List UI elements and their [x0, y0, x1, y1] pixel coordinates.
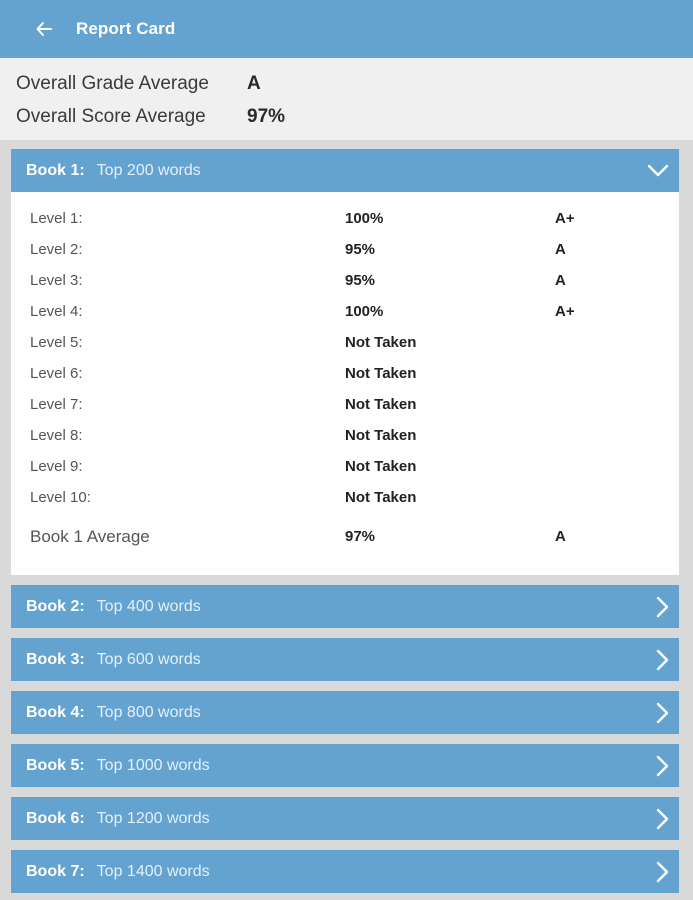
overall-score-label: Overall Score Average	[16, 106, 206, 127]
book-name: Book 1:	[26, 161, 85, 179]
level-grade: A+	[555, 210, 575, 227]
chevron-right-icon	[655, 744, 669, 787]
level-label: Level 2:	[30, 241, 83, 258]
app-bar: Report Card	[0, 0, 693, 58]
level-score: 100%	[345, 210, 384, 227]
book-subtitle: Top 200 words	[96, 161, 201, 179]
book-average-grade: A	[555, 528, 566, 545]
book-name: Book 5:	[26, 756, 85, 774]
level-row: Level 7: Not Taken	[11, 389, 679, 420]
book-5-panel: Book 5: Top 1000 words	[11, 744, 679, 787]
book-1-levels: Level 1: 100% A+ Level 2: 95% A Level 3:…	[11, 192, 679, 575]
book-1-panel: Book 1: Top 200 words Level 1: 100% A+ L…	[11, 149, 679, 575]
book-name: Book 2:	[26, 597, 85, 615]
book-subtitle: Top 600 words	[96, 650, 201, 668]
book-2-header[interactable]: Book 2: Top 400 words	[11, 585, 679, 628]
book-2-panel: Book 2: Top 400 words	[11, 585, 679, 628]
level-row: Level 6: Not Taken	[11, 358, 679, 389]
level-score: Not Taken	[345, 458, 417, 475]
book-subtitle: Top 1000 words	[96, 756, 210, 774]
level-row: Level 9: Not Taken	[11, 451, 679, 482]
book-5-header[interactable]: Book 5: Top 1000 words	[11, 744, 679, 787]
book-7-panel: Book 7: Top 1400 words	[11, 850, 679, 893]
level-row: Level 2: 95% A	[11, 234, 679, 265]
level-label: Level 3:	[30, 272, 83, 289]
level-label: Level 5:	[30, 334, 83, 351]
level-score: Not Taken	[345, 489, 417, 506]
chevron-right-icon	[655, 585, 669, 628]
overall-score-value: 97%	[247, 106, 286, 127]
level-grade: A	[555, 272, 566, 289]
level-grade: A	[555, 241, 566, 258]
arrow-left-icon	[36, 22, 52, 36]
book-subtitle: Top 1200 words	[96, 809, 210, 827]
book-3-header[interactable]: Book 3: Top 600 words	[11, 638, 679, 681]
level-row: Level 5: Not Taken	[11, 327, 679, 358]
level-score: Not Taken	[345, 396, 417, 413]
level-label: Level 9:	[30, 458, 83, 475]
level-score: Not Taken	[345, 334, 417, 351]
level-label: Level 6:	[30, 365, 83, 382]
book-name: Book 3:	[26, 650, 85, 668]
level-row: Level 3: 95% A	[11, 265, 679, 296]
level-row: Level 1: 100% A+	[11, 203, 679, 234]
chevron-down-icon	[647, 149, 669, 192]
level-label: Level 4:	[30, 303, 83, 320]
level-score: 95%	[345, 241, 376, 258]
book-name: Book 7:	[26, 862, 85, 880]
book-name: Book 6:	[26, 809, 85, 827]
overall-summary: Overall Grade Average A Overall Score Av…	[0, 58, 693, 140]
book-name: Book 4:	[26, 703, 85, 721]
level-label: Level 8:	[30, 427, 83, 444]
book-subtitle: Top 1400 words	[96, 862, 210, 880]
level-row: Level 10: Not Taken	[11, 482, 679, 513]
book-6-panel: Book 6: Top 1200 words	[11, 797, 679, 840]
level-score: Not Taken	[345, 427, 417, 444]
book-subtitle: Top 400 words	[96, 597, 201, 615]
level-score: Not Taken	[345, 365, 417, 382]
book-average-score: 97%	[345, 528, 376, 545]
book-7-header[interactable]: Book 7: Top 1400 words	[11, 850, 679, 893]
book-6-header[interactable]: Book 6: Top 1200 words	[11, 797, 679, 840]
book-average-label: Book 1 Average	[30, 526, 150, 546]
overall-grade-label: Overall Grade Average	[16, 73, 209, 94]
overall-score-row: Overall Score Average 97%	[16, 101, 285, 133]
level-label: Level 7:	[30, 396, 83, 413]
level-score: 100%	[345, 303, 384, 320]
level-row: Level 8: Not Taken	[11, 420, 679, 451]
book-1-header[interactable]: Book 1: Top 200 words	[11, 149, 679, 192]
level-grade: A+	[555, 303, 575, 320]
chevron-right-icon	[655, 850, 669, 893]
book-average-row: Book 1 Average 97% A	[11, 521, 679, 552]
chevron-right-icon	[655, 691, 669, 734]
overall-grade-row: Overall Grade Average A	[16, 68, 261, 100]
level-label: Level 10:	[30, 489, 91, 506]
page-title: Report Card	[76, 19, 176, 38]
book-4-panel: Book 4: Top 800 words	[11, 691, 679, 734]
book-subtitle: Top 800 words	[96, 703, 201, 721]
overall-grade-value: A	[247, 73, 261, 94]
book-3-panel: Book 3: Top 600 words	[11, 638, 679, 681]
book-4-header[interactable]: Book 4: Top 800 words	[11, 691, 679, 734]
back-button[interactable]	[26, 11, 62, 47]
level-score: 95%	[345, 272, 376, 289]
chevron-right-icon	[655, 638, 669, 681]
chevron-right-icon	[655, 797, 669, 840]
level-row: Level 4: 100% A+	[11, 296, 679, 327]
level-label: Level 1:	[30, 210, 83, 227]
